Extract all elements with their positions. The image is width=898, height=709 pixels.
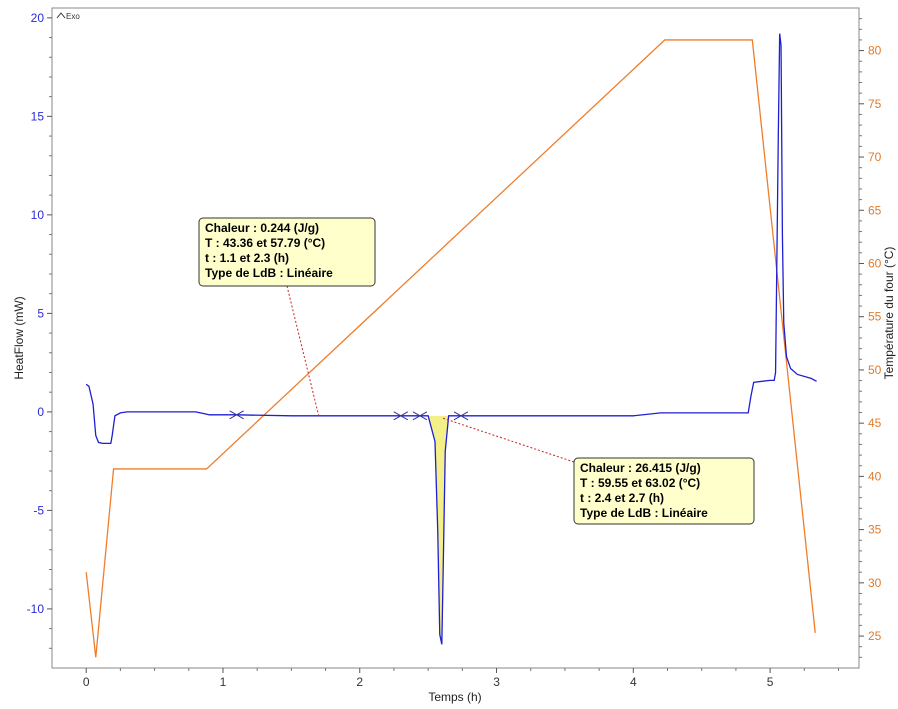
x-tick-label: 4 <box>630 675 637 689</box>
annotation-2-line-2: T : 59.55 et 63.02 (°C) <box>580 476 700 490</box>
y2-tick-label: 40 <box>868 469 882 483</box>
annotation-2-line-3: t : 2.4 et 2.7 (h) <box>580 491 664 505</box>
baseline-marker-1 <box>229 410 244 420</box>
y2-tick-label: 60 <box>868 256 882 270</box>
x-tick-label: 5 <box>767 675 774 689</box>
y2-tick-label: 55 <box>868 310 882 324</box>
x-tick-label: 3 <box>493 675 500 689</box>
y2-tick-label: 65 <box>868 203 882 217</box>
temperature-series-line <box>85 39 816 658</box>
x-axis-title: Temps (h) <box>428 690 481 704</box>
y-tick-label: -10 <box>27 602 45 616</box>
peak-integration-area <box>419 415 461 645</box>
annotation-box-1: Chaleur : 0.244 (J/g) T : 43.36 et 57.79… <box>198 217 376 287</box>
annotation-1-line-1: Chaleur : 0.244 (J/g) <box>205 221 319 235</box>
y2-tick-label: 30 <box>868 576 882 590</box>
y-tick-label: -5 <box>33 503 44 517</box>
y2-axis-title: Température du four (°C) <box>882 247 896 380</box>
y2-tick-label: 80 <box>868 44 882 58</box>
baseline-marker-4 <box>453 411 469 421</box>
x-tick-label: 2 <box>356 675 363 689</box>
y2-tick-label: 35 <box>868 523 882 537</box>
annotation-2-leader <box>441 417 575 463</box>
y2-tick-label: 25 <box>868 629 882 643</box>
exo-label: Exo <box>66 12 80 21</box>
annotation-2-line-1: Chaleur : 26.415 (J/g) <box>580 461 701 475</box>
plot-area <box>51 7 860 669</box>
y-tick-label: 5 <box>37 306 44 320</box>
annotation-1-line-2: T : 43.36 et 57.79 (°C) <box>205 236 325 250</box>
annotation-1-line-4: Type de LdB : Linéaire <box>205 266 333 280</box>
y2-tick-label: 70 <box>868 150 882 164</box>
y2-tick-label: 45 <box>868 416 882 430</box>
annotation-2-line-4: Type de LdB : Linéaire <box>580 506 708 520</box>
x-tick-label: 1 <box>220 675 227 689</box>
y-tick-label: 10 <box>31 208 45 222</box>
y-tick-label: 15 <box>31 109 45 123</box>
annotation-1-line-3: t : 1.1 et 2.3 (h) <box>205 251 289 265</box>
exo-arrow-icon <box>56 12 66 19</box>
y-tick-label: 20 <box>31 11 45 25</box>
y2-tick-label: 75 <box>868 97 882 111</box>
y-tick-label: 0 <box>37 405 44 419</box>
annotation-box-2: Chaleur : 26.415 (J/g) T : 59.55 et 63.0… <box>573 457 755 525</box>
x-tick-label: 0 <box>83 675 90 689</box>
y2-tick-label: 50 <box>868 363 882 377</box>
y-axis-title: HeatFlow (mW) <box>12 296 26 379</box>
baseline-marker-2 <box>393 411 409 421</box>
baseline-marker-3 <box>412 411 428 421</box>
heatflow-series-line <box>85 33 817 645</box>
